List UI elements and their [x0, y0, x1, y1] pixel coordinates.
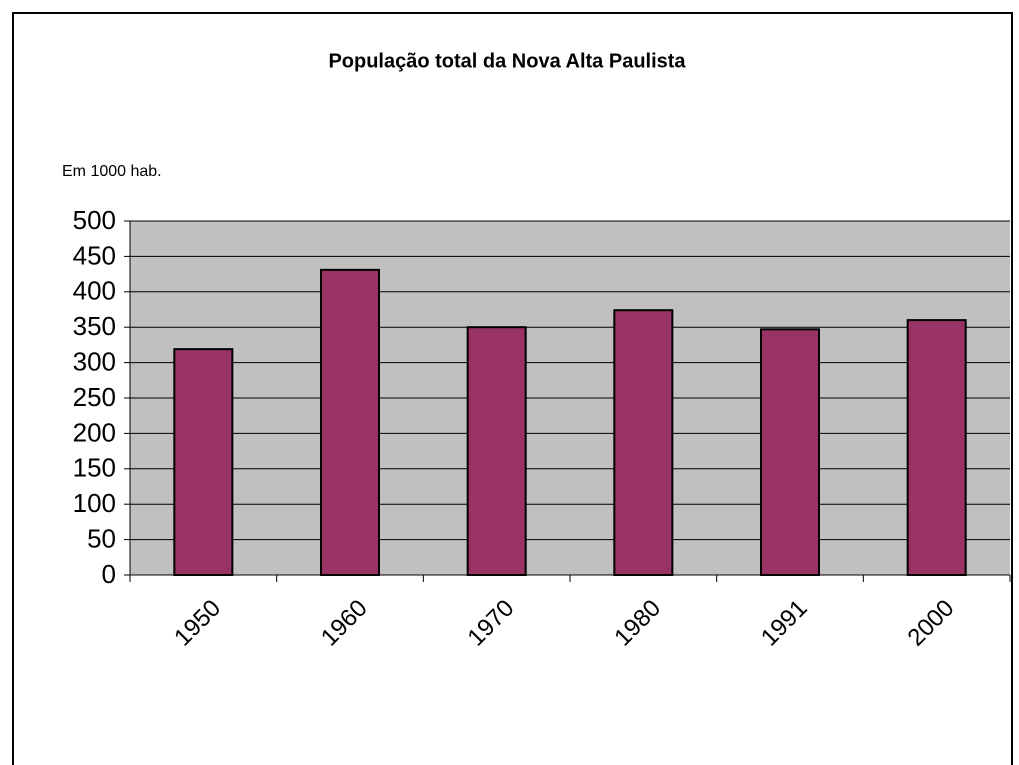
chart-subtitle: Em 1000 hab.: [62, 163, 162, 180]
chart-title: População total da Nova Alta Paulista: [328, 50, 686, 72]
y-tick-label: 200: [73, 417, 116, 447]
y-tick-label: 300: [73, 346, 116, 376]
bar: [320, 268, 380, 576]
bar: [466, 326, 527, 577]
bar: [906, 319, 967, 576]
y-tick-label: 450: [73, 240, 116, 270]
y-tick-label: 100: [73, 488, 116, 518]
bar: [760, 328, 820, 576]
y-tick-label: 150: [73, 453, 116, 483]
y-tick-label: 0: [102, 559, 116, 589]
bar: [173, 348, 234, 577]
y-tick-label: 400: [73, 276, 116, 306]
y-tick-label: 250: [73, 382, 116, 412]
y-tick-label: 350: [73, 311, 116, 341]
y-tick-label: 50: [87, 523, 116, 553]
y-tick-label: 500: [73, 205, 116, 235]
bar: [613, 309, 674, 576]
